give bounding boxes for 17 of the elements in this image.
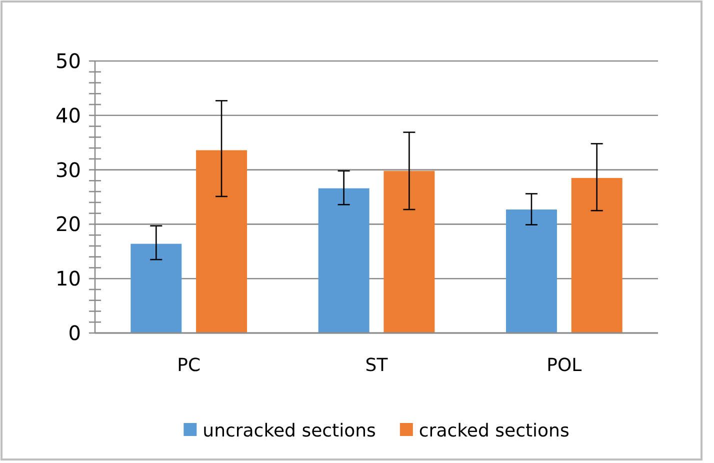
bar <box>571 178 622 333</box>
y-tick-label: 30 <box>56 158 81 182</box>
bar <box>384 170 435 333</box>
y-tick-label: 50 <box>56 49 81 73</box>
y-tick-label: 40 <box>56 103 81 128</box>
y-tick-label: 0 <box>68 321 81 345</box>
y-tick-label: 20 <box>56 212 81 236</box>
bar <box>318 188 370 333</box>
legend-label: cracked sections <box>418 420 570 442</box>
x-tick-label: POL <box>546 355 582 376</box>
bar <box>506 210 557 333</box>
y-tick-label: 10 <box>56 266 81 291</box>
legend-label: uncracked sections <box>202 420 376 442</box>
x-tick-label: ST <box>365 355 389 376</box>
x-tick-label: PC <box>177 355 201 376</box>
bar <box>196 150 248 333</box>
bar <box>130 244 182 333</box>
